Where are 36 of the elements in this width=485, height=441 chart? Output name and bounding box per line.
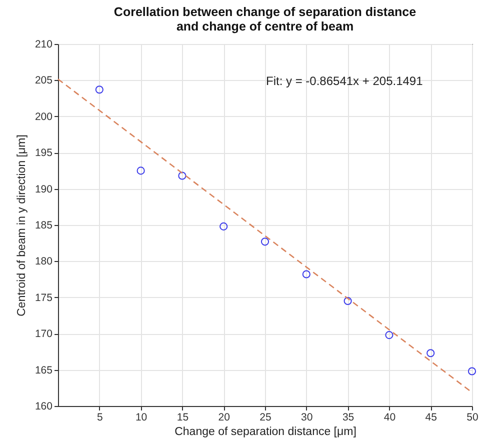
y-tick-label: 195 [34,147,53,160]
x-tick-label: 20 [218,412,230,424]
x-tick-label: 15 [176,412,189,424]
point [260,238,270,246]
y-tick-label: 160 [34,400,53,412]
y-tick-label: 205 [34,74,53,87]
y-tick-label: 165 [34,364,53,376]
point [95,86,104,94]
x-tick-label: 40 [384,412,396,424]
x-tick-label: 25 [260,412,272,424]
point [426,349,435,358]
x-tick-label: 35 [342,412,354,424]
y-tick-label: 175 [34,292,53,304]
annotation: Fit: y = -0.86541x + 205.1491 [266,74,424,88]
point [468,367,476,376]
y-tick-label: 190 [34,183,53,196]
x-tick-label: 50 [466,412,478,424]
y-tick-label: 180 [34,256,53,268]
point [344,296,352,306]
x-tick-label: 30 [301,412,313,424]
y-tick-label: 170 [34,328,53,340]
y-tick-label: 210 [34,38,53,50]
y-tick-label: 200 [34,110,53,123]
text: and change of centre of beam [176,20,354,34]
point [220,222,228,230]
y-axis-title: Centroid of beam in y direction [μm] [16,134,28,316]
point [302,270,310,278]
x-tick-label: 45 [425,412,438,424]
y-tick-label: 185 [34,220,53,232]
x-tick-label: 5 [96,412,103,424]
x-axis-title: Change of separation distance [μm] [174,426,356,438]
point [136,166,145,175]
x-tick-label: 10 [135,412,148,424]
point [178,172,186,180]
point [385,331,394,340]
text: Corellation between change of separation distance [114,5,416,19]
